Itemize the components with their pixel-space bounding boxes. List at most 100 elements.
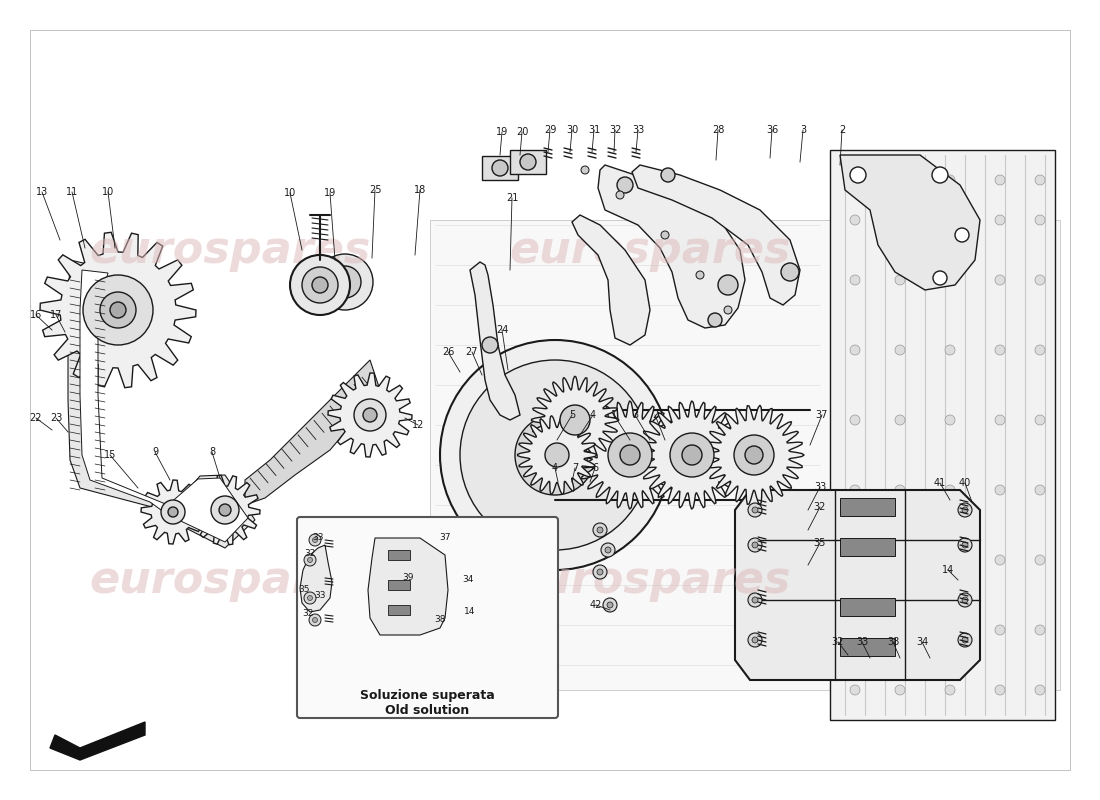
Circle shape	[363, 408, 377, 422]
Circle shape	[534, 433, 578, 477]
Polygon shape	[598, 165, 745, 328]
Text: 20: 20	[516, 127, 528, 137]
Text: 10: 10	[284, 188, 296, 198]
Circle shape	[682, 445, 702, 465]
Text: 13: 13	[36, 187, 48, 197]
Text: 16: 16	[30, 310, 42, 320]
Text: 40: 40	[959, 478, 971, 488]
Circle shape	[110, 302, 126, 318]
Circle shape	[708, 313, 722, 327]
Circle shape	[752, 507, 758, 513]
Polygon shape	[430, 220, 1060, 690]
Text: 33: 33	[315, 590, 326, 599]
Text: 23: 23	[50, 413, 63, 423]
Polygon shape	[638, 401, 747, 509]
Text: 17: 17	[50, 310, 63, 320]
Text: eurospares: eurospares	[89, 558, 371, 602]
Polygon shape	[328, 373, 412, 457]
Polygon shape	[40, 232, 196, 388]
Circle shape	[309, 534, 321, 546]
Polygon shape	[704, 405, 804, 505]
Circle shape	[850, 555, 860, 565]
Circle shape	[962, 597, 968, 603]
Bar	[388, 580, 410, 590]
Circle shape	[958, 633, 972, 647]
Circle shape	[895, 275, 905, 285]
Text: 19: 19	[323, 188, 337, 198]
Circle shape	[593, 523, 607, 537]
Polygon shape	[190, 475, 260, 545]
Circle shape	[605, 547, 610, 553]
Circle shape	[895, 215, 905, 225]
Circle shape	[616, 191, 624, 199]
Circle shape	[82, 275, 153, 345]
Circle shape	[752, 597, 758, 603]
Circle shape	[945, 215, 955, 225]
Circle shape	[945, 415, 955, 425]
Circle shape	[962, 542, 968, 548]
Text: 33: 33	[312, 533, 323, 542]
Text: 3: 3	[631, 410, 638, 420]
Text: 29: 29	[543, 125, 557, 135]
Circle shape	[1035, 485, 1045, 495]
Circle shape	[211, 496, 239, 524]
Text: 8: 8	[209, 447, 216, 457]
Circle shape	[308, 595, 312, 601]
Text: 38: 38	[887, 637, 899, 647]
Text: 32: 32	[832, 637, 844, 647]
Circle shape	[752, 637, 758, 643]
Circle shape	[945, 555, 955, 565]
Polygon shape	[518, 416, 597, 494]
Polygon shape	[300, 545, 332, 612]
Circle shape	[748, 593, 762, 607]
Circle shape	[955, 228, 969, 242]
Bar	[840, 598, 895, 616]
Circle shape	[304, 592, 316, 604]
Text: 19: 19	[496, 127, 508, 137]
Circle shape	[996, 555, 1005, 565]
Text: 26: 26	[442, 347, 454, 357]
Text: 11: 11	[66, 187, 78, 197]
Circle shape	[312, 538, 318, 542]
Circle shape	[748, 538, 762, 552]
Text: 2: 2	[652, 410, 658, 420]
Circle shape	[603, 598, 617, 612]
Text: Soluzione superata: Soluzione superata	[360, 689, 495, 702]
Circle shape	[1035, 555, 1045, 565]
Circle shape	[945, 685, 955, 695]
Polygon shape	[830, 150, 1055, 720]
Text: 22: 22	[30, 413, 42, 423]
Circle shape	[958, 593, 972, 607]
Polygon shape	[368, 538, 448, 635]
Text: 34: 34	[462, 575, 474, 585]
Circle shape	[895, 345, 905, 355]
Circle shape	[168, 507, 178, 517]
Circle shape	[748, 503, 762, 517]
Circle shape	[850, 415, 860, 425]
Circle shape	[724, 306, 732, 314]
Text: 32: 32	[302, 610, 313, 618]
Text: 14: 14	[464, 607, 475, 617]
Text: 15: 15	[103, 450, 117, 460]
Circle shape	[734, 435, 774, 475]
Circle shape	[593, 565, 607, 579]
Text: eurospares: eurospares	[509, 229, 791, 271]
Circle shape	[597, 569, 603, 575]
Bar	[388, 550, 410, 560]
Text: Old solution: Old solution	[385, 703, 470, 717]
Circle shape	[895, 415, 905, 425]
Circle shape	[312, 618, 318, 622]
Polygon shape	[50, 722, 145, 760]
Circle shape	[1035, 215, 1045, 225]
Circle shape	[661, 168, 675, 182]
Circle shape	[308, 558, 312, 562]
Circle shape	[482, 337, 498, 353]
Circle shape	[309, 614, 321, 626]
Circle shape	[996, 485, 1005, 495]
Polygon shape	[68, 260, 255, 548]
Bar	[840, 538, 895, 556]
Bar	[510, 150, 546, 174]
Circle shape	[329, 266, 361, 298]
Circle shape	[748, 633, 762, 647]
Polygon shape	[735, 490, 980, 680]
